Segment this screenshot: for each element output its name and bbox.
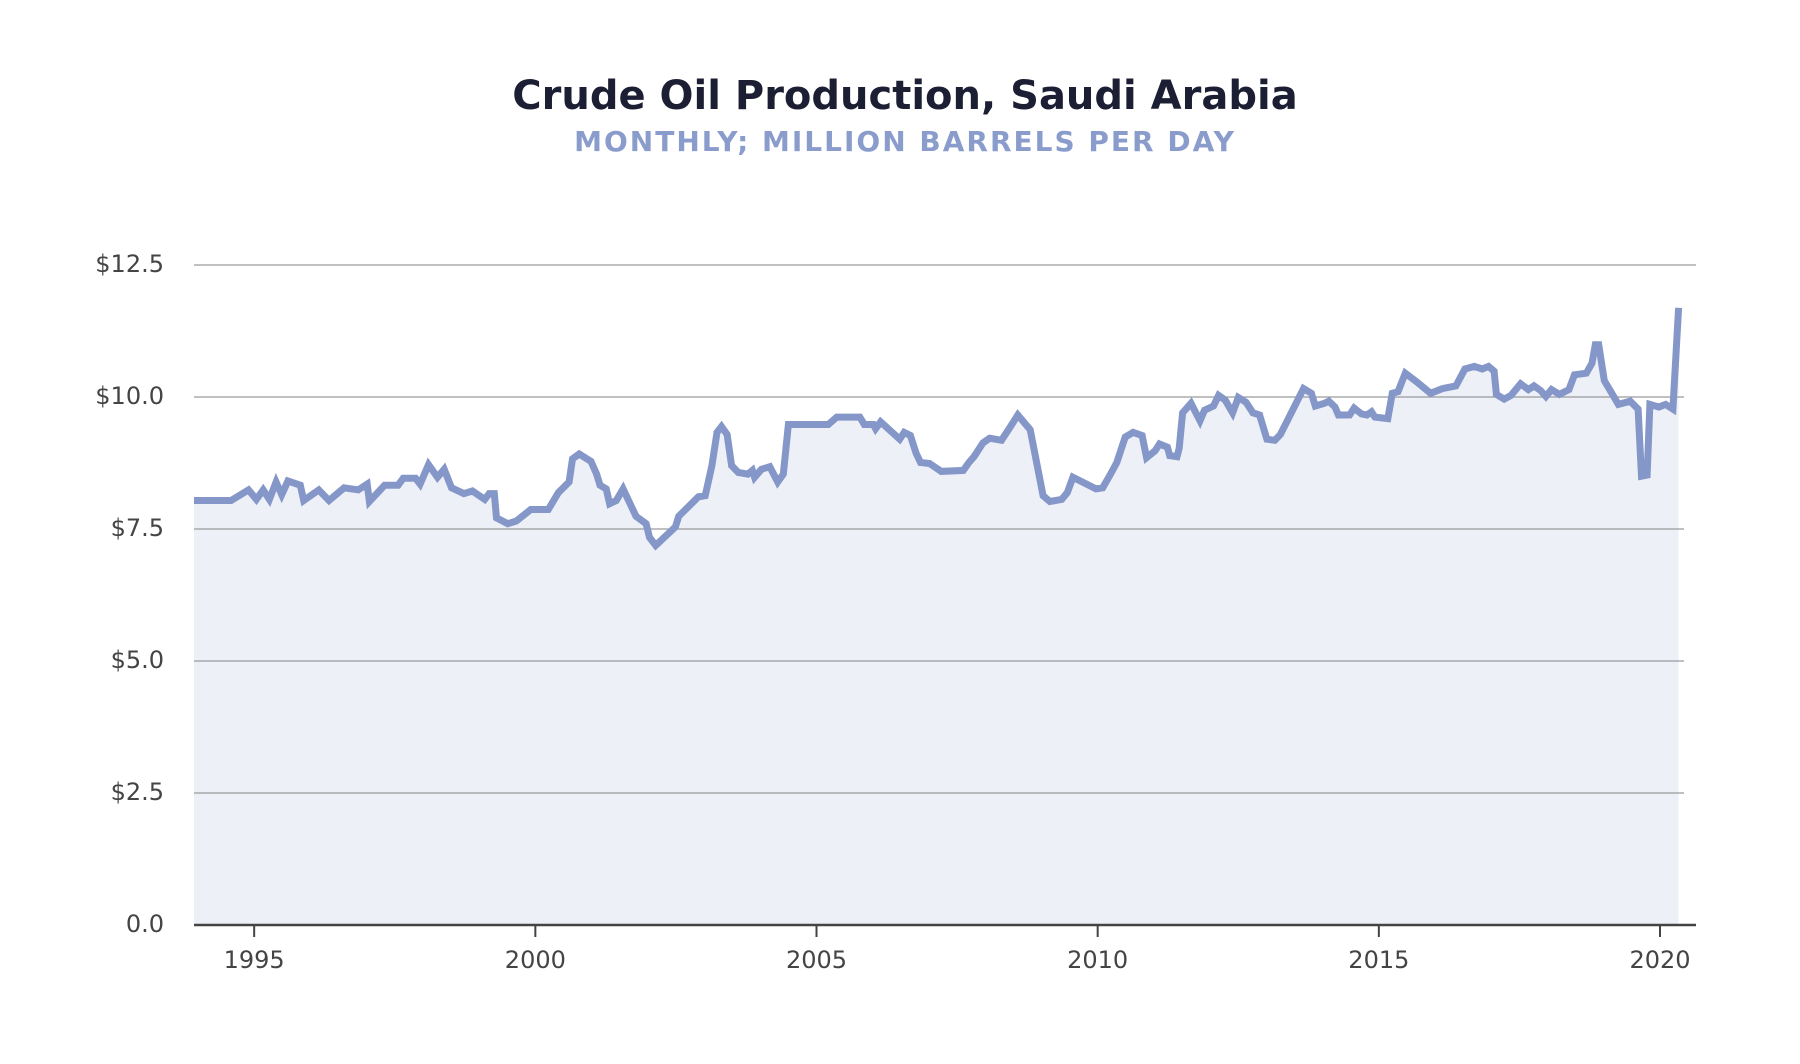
x-tick-label: 2010 xyxy=(1067,946,1128,974)
x-tick-label: 2000 xyxy=(505,946,566,974)
x-tick-label: 2015 xyxy=(1348,946,1409,974)
chart-subtitle: MONTHLY; MILLION BARRELS PER DAY xyxy=(574,125,1236,158)
y-tick-label: $2.5 xyxy=(111,778,164,806)
y-tick-label: $10.0 xyxy=(95,382,164,410)
chart-title: Crude Oil Production, Saudi Arabia xyxy=(512,73,1297,119)
y-tick-label: 0.0 xyxy=(126,910,164,938)
y-tick-label: $5.0 xyxy=(111,646,164,674)
y-tick-label: $7.5 xyxy=(111,514,164,542)
line xyxy=(194,307,1683,551)
y-tick-label: $12.5 xyxy=(95,250,164,278)
x-tick-label: 1995 xyxy=(224,946,285,974)
area xyxy=(194,307,1679,925)
x-tick-label: 2005 xyxy=(786,946,847,974)
x-tick-label: 2020 xyxy=(1629,946,1690,974)
